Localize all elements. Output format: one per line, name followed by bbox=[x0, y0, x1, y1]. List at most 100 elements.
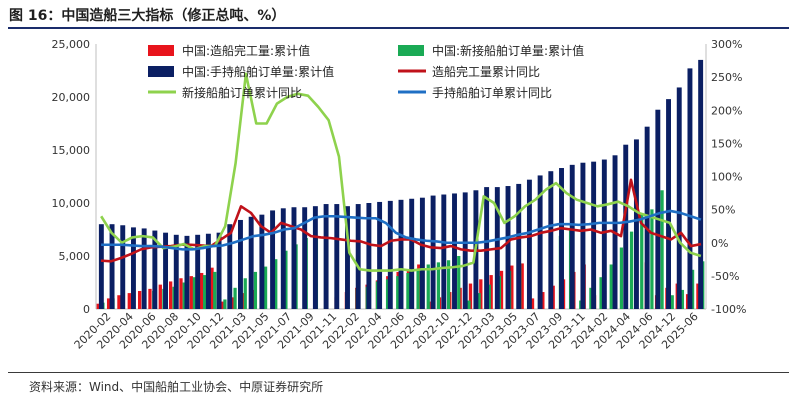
bar-backlog bbox=[216, 232, 222, 309]
bar-backlog bbox=[452, 193, 457, 309]
bar-backlog bbox=[130, 227, 136, 309]
line-backlog_yoy bbox=[101, 209, 702, 251]
bar-completed bbox=[127, 293, 131, 309]
legend-label-new_orders: 中国:新接船舶订单量:累计值 bbox=[432, 43, 584, 58]
bar-backlog bbox=[323, 204, 329, 309]
left-axis-tick-label: 5,000 bbox=[59, 250, 91, 263]
bar-backlog bbox=[109, 224, 115, 309]
legend-swatch-backlog bbox=[148, 66, 174, 77]
bar-backlog bbox=[302, 207, 308, 309]
legend-label-new_orders_yoy: 新接船舶订单累计同比 bbox=[182, 85, 302, 100]
left-axis-tick-label: 25,000 bbox=[52, 38, 91, 51]
bar-new_orders bbox=[253, 271, 258, 309]
bar-new_orders bbox=[477, 293, 481, 309]
right-axis-tick-label: -50% bbox=[711, 270, 739, 283]
bar-completed bbox=[158, 284, 162, 309]
bar-backlog bbox=[334, 204, 340, 309]
bar-backlog bbox=[238, 219, 243, 309]
line-completed_yoy bbox=[100, 178, 702, 263]
bar-new_orders bbox=[680, 289, 685, 309]
bar-new_orders bbox=[396, 276, 400, 309]
bar-backlog bbox=[666, 99, 671, 310]
bar-backlog bbox=[623, 144, 629, 309]
bar-backlog bbox=[633, 139, 639, 309]
left-axis-tick-label: 15,000 bbox=[52, 144, 91, 157]
bar-completed bbox=[231, 297, 235, 309]
bar-completed bbox=[530, 298, 535, 309]
bar-backlog bbox=[537, 175, 543, 309]
bar-new_orders bbox=[284, 250, 288, 309]
source-divider bbox=[8, 372, 789, 373]
bar-backlog bbox=[516, 183, 522, 309]
bar-backlog bbox=[312, 206, 318, 309]
bar-new_orders bbox=[202, 275, 207, 309]
bar-backlog bbox=[580, 162, 586, 309]
right-axis-tick-label: 250% bbox=[711, 71, 742, 84]
bar-completed bbox=[520, 263, 524, 309]
right-axis-tick-label: -100% bbox=[711, 303, 746, 316]
bar-backlog bbox=[248, 216, 254, 309]
bar-completed bbox=[220, 301, 224, 309]
title-divider bbox=[8, 27, 789, 29]
right-axis-tick-label: 150% bbox=[711, 137, 742, 150]
bar-backlog bbox=[259, 214, 265, 309]
bar-backlog bbox=[419, 197, 425, 309]
bar-new_orders bbox=[660, 190, 664, 309]
legend-label-completed: 中国:造船完工量:累计值 bbox=[182, 43, 310, 58]
bar-backlog bbox=[559, 168, 564, 309]
bar-backlog bbox=[163, 232, 169, 309]
left-axis-tick-label: 10,000 bbox=[52, 197, 91, 210]
bar-backlog bbox=[655, 109, 661, 309]
bar-new_orders bbox=[263, 266, 268, 309]
bar-backlog bbox=[687, 68, 693, 309]
bar-backlog bbox=[98, 224, 104, 309]
bar-new_orders bbox=[274, 259, 278, 309]
bar-completed bbox=[137, 290, 142, 309]
bar-backlog bbox=[409, 198, 415, 309]
left-axis-tick-label: 0 bbox=[83, 303, 90, 316]
bar-completed bbox=[168, 281, 173, 309]
bar-new_orders bbox=[406, 272, 410, 309]
legend-swatch-completed bbox=[148, 45, 174, 56]
bar-backlog bbox=[548, 171, 554, 309]
legend-label-completed_yoy: 造船完工量累计同比 bbox=[432, 64, 540, 79]
bar-completed bbox=[189, 276, 193, 309]
bar-completed bbox=[179, 278, 183, 309]
bar-new_orders bbox=[487, 284, 491, 309]
legend-label-backlog_yoy: 手持船舶订单累计同比 bbox=[432, 85, 552, 100]
bar-backlog bbox=[601, 159, 607, 309]
bar-backlog bbox=[227, 224, 233, 309]
figure-title: 图 16：中国造船三大指标（修正总吨、%） bbox=[9, 8, 286, 24]
bar-backlog bbox=[205, 233, 211, 309]
bar-backlog bbox=[398, 199, 404, 309]
left-axis-tick-label: 20,000 bbox=[52, 91, 91, 104]
bar-completed bbox=[510, 265, 514, 309]
bar-backlog bbox=[280, 208, 286, 309]
bar-new_orders bbox=[457, 256, 461, 309]
bar-new_orders bbox=[650, 209, 654, 309]
bar-new_orders bbox=[599, 277, 603, 309]
bar-new_orders bbox=[629, 231, 634, 309]
bar-completed bbox=[106, 298, 111, 309]
bar-backlog bbox=[184, 235, 190, 309]
bar-new_orders bbox=[446, 260, 451, 309]
bar-backlog bbox=[270, 210, 276, 309]
bar-completed bbox=[479, 279, 483, 309]
source-note: 资料来源：Wind、中国船舶工业协会、中原证券研究所 bbox=[29, 380, 324, 394]
bar-completed bbox=[499, 270, 504, 309]
bar-backlog bbox=[505, 186, 511, 309]
bar-new_orders bbox=[670, 295, 674, 309]
right-axis-tick-label: 50% bbox=[711, 204, 735, 217]
bar-completed bbox=[148, 288, 152, 309]
bar-backlog bbox=[387, 200, 393, 309]
bar-backlog bbox=[291, 207, 297, 309]
right-axis-tick-label: 300% bbox=[711, 38, 742, 51]
bar-new_orders bbox=[223, 299, 227, 309]
bar-backlog bbox=[141, 228, 147, 309]
legend-label-backlog: 中国:手持船舶订单量:累计值 bbox=[182, 64, 334, 79]
bar-new_orders bbox=[243, 278, 247, 309]
bar-new_orders bbox=[609, 264, 613, 309]
bar-backlog bbox=[676, 87, 682, 310]
bar-completed bbox=[241, 293, 245, 309]
